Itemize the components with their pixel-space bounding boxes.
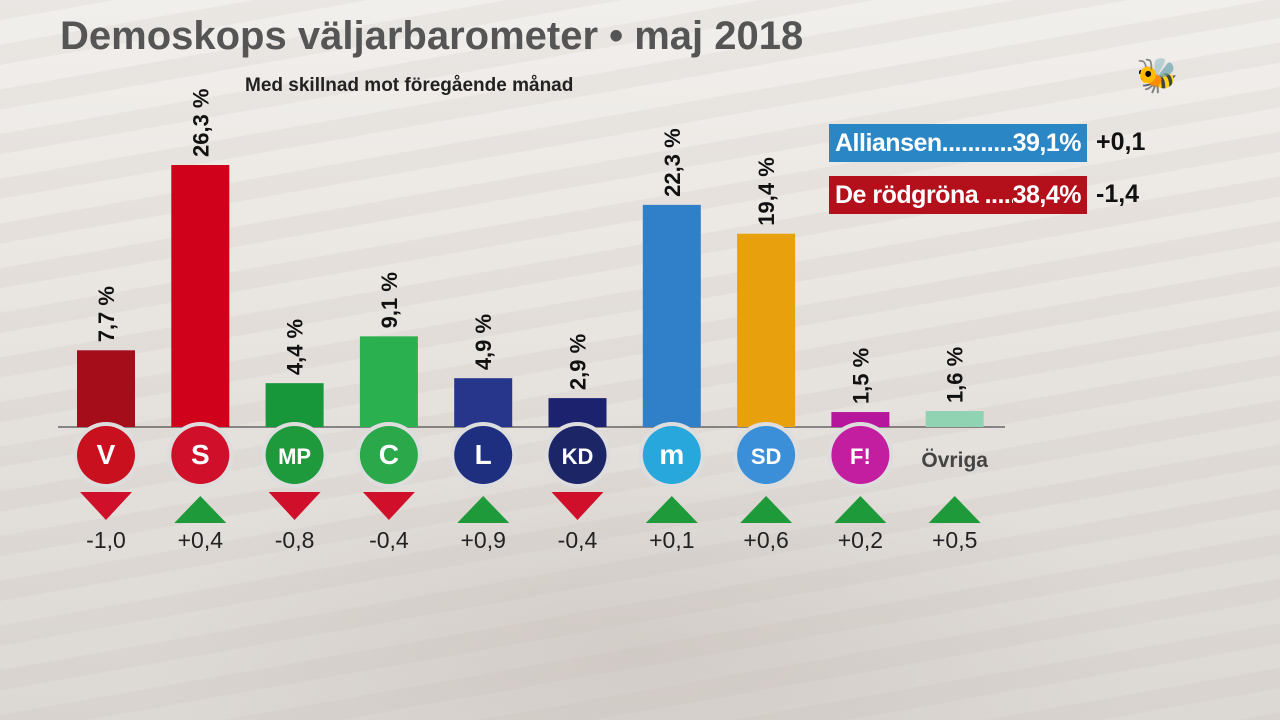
change-label: +0,9	[460, 527, 505, 553]
value-label: 26,3 %	[188, 89, 213, 158]
bloc-change: -1,4	[1096, 180, 1140, 208]
change-label: +0,4	[178, 527, 224, 553]
bar-FI	[831, 412, 890, 427]
bar-C	[359, 336, 418, 427]
bloc-value: 38,4%	[1012, 180, 1082, 209]
value-label: 19,4 %	[754, 157, 779, 226]
chart-subtitle: Med skillnad mot föregående månad	[245, 75, 574, 96]
arrow-up-icon	[645, 496, 698, 523]
party-logo-text: KD	[562, 444, 594, 469]
category-label: Övriga	[921, 449, 988, 472]
party-logo-V-icon	[77, 426, 135, 484]
party-logo-L-icon	[454, 426, 513, 484]
bloc-name: De rödgröna	[835, 180, 979, 209]
change-label: -0,4	[369, 527, 409, 553]
party-logo-C-icon	[359, 426, 418, 484]
bar-MP	[265, 383, 324, 427]
change-label: +0,6	[743, 527, 788, 553]
bee-logo-icon: 🐝	[1136, 57, 1179, 95]
value-label: 4,4 %	[283, 319, 308, 375]
bloc-alliansen: Alliansen............ 39,1%	[829, 124, 1087, 162]
change-label: +0,5	[932, 527, 977, 553]
arrow-up-icon	[457, 496, 510, 523]
arrow-down-icon	[551, 492, 604, 520]
party-logo-text: V	[97, 439, 116, 470]
bloc-change: +0,1	[1096, 128, 1146, 156]
party-logo-text: m	[659, 439, 684, 470]
arrow-up-icon	[928, 496, 981, 523]
value-label: 22,3 %	[660, 128, 685, 197]
party-logo-FI-icon	[831, 426, 890, 484]
bar-S	[171, 165, 230, 427]
party-logo-text: MP	[278, 444, 311, 469]
arrow-down-icon	[268, 492, 321, 520]
bar-Övriga	[925, 411, 984, 427]
bloc-value: 39,1%	[1012, 128, 1082, 157]
arrow-up-icon	[834, 496, 887, 523]
bloc-rodgrona: De rödgröna ......38,4%	[829, 176, 1087, 214]
value-label: 2,9 %	[566, 334, 591, 390]
arrow-up-icon	[740, 496, 793, 523]
change-label: -0,8	[275, 527, 315, 553]
party-logo-text: C	[379, 439, 399, 470]
arrow-down-icon	[80, 492, 132, 520]
bar-SD	[737, 233, 796, 427]
value-label: 1,5 %	[848, 348, 873, 404]
bloc-name: Alliansen	[835, 128, 942, 157]
party-logo-S-icon	[171, 426, 230, 484]
change-label: +0,2	[838, 527, 883, 553]
bloc-dots: ......	[984, 180, 1013, 209]
value-label: 1,6 %	[943, 347, 968, 403]
chart-title: Demoskops väljarbarometer • maj 2018	[60, 14, 804, 58]
bar-L	[454, 378, 513, 427]
party-logo-M-icon	[642, 426, 701, 484]
party-logo-text: L	[475, 439, 492, 470]
value-label: 4,9 %	[471, 314, 496, 370]
arrow-down-icon	[362, 492, 415, 520]
party-logo-SD-icon	[737, 426, 796, 484]
party-logo-text: SD	[751, 444, 782, 469]
bar-V	[77, 350, 135, 427]
party-logo-MP-icon	[265, 426, 324, 484]
change-label: -1,0	[86, 527, 126, 553]
party-logo-text: S	[191, 439, 210, 470]
change-label: -0,4	[558, 527, 598, 553]
bar-M	[642, 204, 701, 427]
arrow-up-icon	[174, 496, 227, 523]
party-logo-text: F!	[850, 444, 871, 469]
bloc-dots: ............	[941, 128, 1013, 157]
party-logo-KD-icon	[548, 426, 607, 484]
change-label: +0,1	[649, 527, 694, 553]
value-label: 7,7 %	[94, 286, 119, 342]
value-label: 9,1 %	[377, 272, 402, 328]
